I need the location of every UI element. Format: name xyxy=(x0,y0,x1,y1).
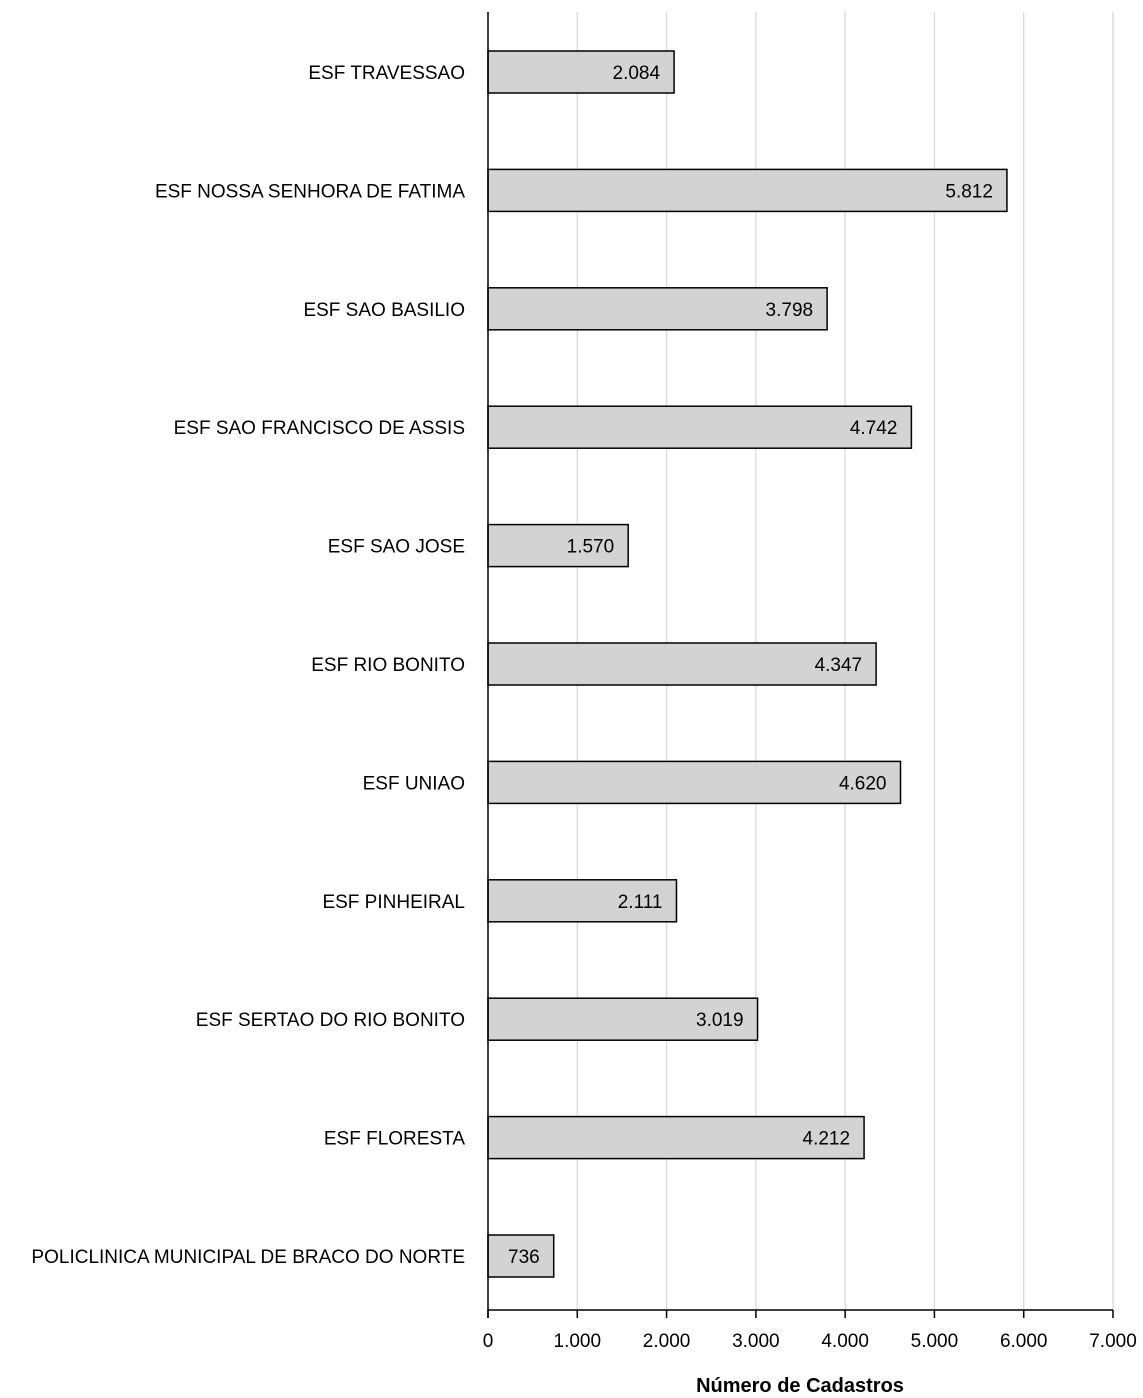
bar xyxy=(487,523,629,568)
x-axis-title: Número de Cadastros xyxy=(696,1375,904,1397)
data-label: 4.212 xyxy=(803,1129,851,1150)
data-label: 1.570 xyxy=(567,537,615,558)
category-label: ESF RIO BONITO xyxy=(311,655,465,676)
category-label: ESF SAO FRANCISCO DE ASSIS xyxy=(174,418,465,439)
data-label: 3.798 xyxy=(766,300,814,321)
category-label: ESF SAO BASILIO xyxy=(303,300,465,321)
data-label: 736 xyxy=(508,1247,540,1268)
x-tick-label: 4.000 xyxy=(821,1331,869,1352)
category-label: ESF SERTAO DO RIO BONITO xyxy=(196,1010,465,1031)
data-label: 3.019 xyxy=(696,1010,744,1031)
x-tick-label: 2.000 xyxy=(643,1331,691,1352)
axis-layer xyxy=(487,12,1114,1318)
category-label: ESF PINHEIRAL xyxy=(322,892,465,913)
bar xyxy=(487,405,913,449)
x-tick-label: 7.000 xyxy=(1089,1331,1137,1352)
category-label: ESF FLORESTA xyxy=(324,1129,465,1150)
x-tick-label: 0 xyxy=(483,1331,494,1352)
bar xyxy=(487,168,1008,213)
bar xyxy=(487,997,759,1041)
category-label: ESF SAO JOSE xyxy=(328,537,465,558)
data-label: 2.084 xyxy=(613,63,661,84)
bar xyxy=(487,287,828,331)
x-tick-label: 3.000 xyxy=(732,1331,780,1352)
category-label: ESF UNIAO xyxy=(363,773,465,794)
bar xyxy=(487,760,902,805)
data-label: 4.347 xyxy=(815,655,863,676)
bar xyxy=(487,1115,865,1160)
x-tick-label: 6.000 xyxy=(1000,1331,1048,1352)
category-label: POLICLINICA MUNICIPAL DE BRACO DO NORTE xyxy=(31,1247,465,1268)
x-tick-label: 1.000 xyxy=(554,1331,602,1352)
category-label: ESF NOSSA SENHORA DE FATIMA xyxy=(155,181,465,202)
data-label: 4.742 xyxy=(850,418,898,439)
data-label: 4.620 xyxy=(839,773,887,794)
data-label: 2.111 xyxy=(618,892,663,913)
bar xyxy=(487,879,678,923)
label-layer: 2.084 ESF TRAVESSAO 5.812 ESF NOSSA SENHORA… xyxy=(31,63,1136,1352)
data-label: 5.812 xyxy=(945,181,993,202)
bar-layer xyxy=(487,50,1008,1278)
category-label: ESF TRAVESSAO xyxy=(308,63,465,84)
x-tick-label: 5.000 xyxy=(911,1331,959,1352)
